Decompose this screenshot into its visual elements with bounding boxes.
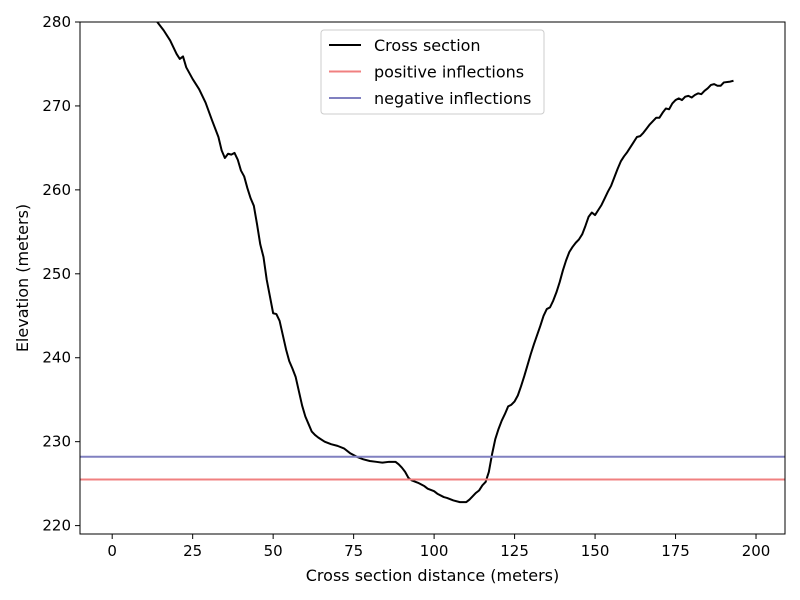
y-tick-label: 240 <box>42 349 71 367</box>
y-tick-label: 260 <box>42 181 71 199</box>
x-axis-label: Cross section distance (meters) <box>306 566 559 585</box>
y-tick-label: 250 <box>42 265 71 283</box>
x-tick-label: 200 <box>742 542 771 560</box>
x-tick-label: 0 <box>107 542 117 560</box>
x-tick-label: 25 <box>183 542 202 560</box>
axes: 0 25 50 75 100 125 150 175 200 220 230 240 250 260 270… <box>42 13 786 560</box>
legend-entry-label: positive inflections <box>374 63 524 82</box>
y-tick-label: 220 <box>42 517 71 535</box>
plot-frame <box>79 21 786 535</box>
legend-entry-label: Cross section <box>374 36 481 55</box>
y-tick-label: 230 <box>42 433 71 451</box>
series-line-cross-section <box>156 22 734 504</box>
legend-entry-label: negative inflections <box>374 89 531 108</box>
legend-box <box>320 29 545 115</box>
x-tick-label: 100 <box>420 542 449 560</box>
x-tick-label: 125 <box>500 542 529 560</box>
legend: Cross section positive inflections negativ… <box>320 29 545 115</box>
x-tick-label: 150 <box>581 542 610 560</box>
x-tick-label: 50 <box>264 542 283 560</box>
y-tick-label: 270 <box>42 97 71 115</box>
y-axis-label: Elevation (meters) <box>13 204 32 352</box>
y-tick-label: 280 <box>42 13 71 31</box>
x-tick-label: 175 <box>661 542 690 560</box>
x-tick-label: 75 <box>344 542 363 560</box>
